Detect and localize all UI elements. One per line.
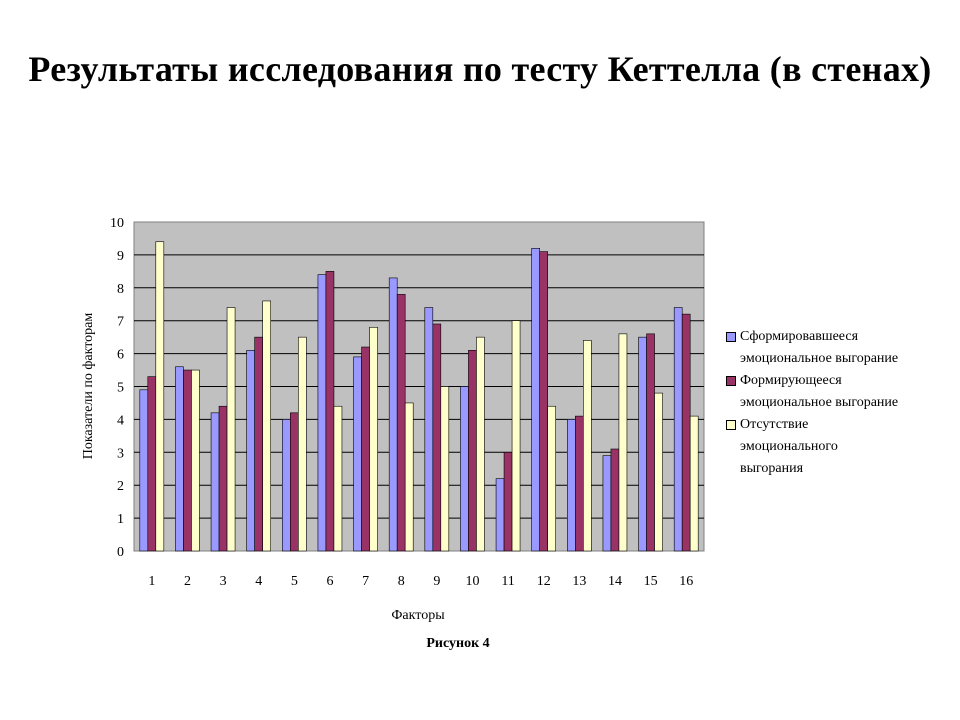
- bar-series-1: [353, 356, 362, 552]
- bar-series-3: [583, 340, 592, 552]
- x-tick-label: 1: [148, 574, 155, 589]
- bar-series-1: [175, 366, 184, 552]
- x-tick-label: 6: [326, 574, 333, 589]
- legend-swatch-formed: [726, 332, 736, 342]
- x-tick-label: 15: [644, 574, 658, 589]
- bar-series-1: [495, 478, 505, 552]
- bar-series-2: [575, 415, 584, 552]
- bar-series-3: [618, 333, 628, 552]
- bar-series-2: [396, 294, 406, 552]
- bar-series-2: [325, 271, 335, 552]
- y-tick-label: 3: [117, 446, 124, 461]
- x-axis-title: Факторы: [391, 608, 445, 623]
- bar-series-1: [602, 455, 612, 552]
- bar-series-1: [388, 277, 398, 552]
- legend-item-formed: Сформировавшееся эмоциональное выгорание: [724, 326, 899, 370]
- bar-series-1: [567, 419, 576, 552]
- bar-series-1: [673, 307, 683, 552]
- bar-series-3: [191, 369, 200, 552]
- bar-series-3: [547, 405, 556, 552]
- legend-label-forming: Формирующееся эмоциональное выгорание: [740, 373, 899, 410]
- x-tick-label: 8: [398, 574, 405, 589]
- slide-title: Результаты исследования по тесту Кеттелл…: [28, 49, 932, 89]
- y-tick-label: 9: [117, 249, 124, 264]
- legend-label-formed: Сформировавшееся эмоциональное выгорание: [740, 329, 899, 366]
- bar-series-3: [226, 307, 236, 552]
- y-tick-label: 8: [117, 282, 124, 297]
- bar-series-1: [638, 336, 647, 552]
- figure-caption: Рисунок 4: [426, 636, 490, 651]
- y-tick-label: 5: [117, 381, 124, 396]
- bar-series-1: [317, 274, 327, 552]
- bar-series-2: [681, 313, 691, 552]
- bar-series-2: [218, 405, 228, 552]
- y-tick-label: 0: [117, 545, 124, 560]
- bar-series-3: [298, 336, 307, 552]
- y-tick-label: 4: [117, 413, 124, 428]
- x-tick-label: 12: [537, 574, 551, 589]
- bar-series-3: [262, 300, 271, 552]
- bars: [139, 241, 699, 552]
- bar-series-3: [404, 402, 414, 552]
- y-tick-label: 10: [110, 216, 124, 231]
- x-tick-label: 9: [433, 574, 440, 589]
- y-tick-label: 7: [117, 315, 124, 330]
- x-tick-label: 14: [608, 574, 622, 589]
- bar-series-2: [646, 333, 655, 552]
- bar-series-1: [282, 419, 291, 552]
- bar-series-1: [246, 350, 255, 552]
- bar-series-1: [460, 386, 469, 552]
- bar-series-2: [503, 451, 513, 552]
- bar-series-3: [689, 415, 699, 552]
- legend-swatch-absent: [726, 420, 736, 430]
- bar-series-2: [254, 336, 263, 552]
- x-tick-label: 2: [184, 574, 191, 589]
- bar-series-1: [424, 307, 434, 552]
- bar-series-2: [539, 251, 548, 552]
- legend-item-absent: Отсутствие эмоционального выгорания: [724, 414, 899, 480]
- bar-series-3: [511, 320, 521, 552]
- bar-series-2: [147, 376, 157, 552]
- legend-label-absent: Отсутствие эмоционального выгорания: [740, 417, 838, 476]
- chart-legend: Сформировавшееся эмоциональное выгорание…: [724, 326, 899, 480]
- bar-series-3: [155, 241, 165, 552]
- bar-series-3: [333, 405, 343, 552]
- y-tick-label: 6: [117, 348, 124, 363]
- bar-series-2: [290, 412, 299, 552]
- bar-series-2: [361, 346, 370, 552]
- y-axis-title: Показатели по факторам: [81, 313, 96, 460]
- x-tick-label: 11: [501, 574, 514, 589]
- x-tick-label: 10: [465, 574, 479, 589]
- legend-swatch-forming: [726, 376, 736, 386]
- x-tick-label: 16: [679, 574, 693, 589]
- bar-series-3: [654, 392, 663, 552]
- bar-series-2: [610, 448, 620, 552]
- bar-series-2: [468, 350, 477, 552]
- y-tick-label: 1: [117, 512, 124, 527]
- x-tick-label: 13: [572, 574, 586, 589]
- bar-series-3: [440, 386, 450, 552]
- bar-series-3: [476, 336, 485, 552]
- bar-series-2: [183, 369, 192, 552]
- bar-series-1: [210, 412, 220, 552]
- bar-series-1: [531, 248, 540, 552]
- x-tick-label: 3: [220, 574, 227, 589]
- bar-series-3: [369, 326, 378, 552]
- x-tick-label: 7: [362, 574, 369, 589]
- y-tick-label: 2: [117, 479, 124, 494]
- x-tick-label: 5: [291, 574, 298, 589]
- bar-series-1: [139, 389, 149, 552]
- bar-series-2: [432, 323, 442, 552]
- x-tick-label: 4: [255, 574, 262, 589]
- legend-item-forming: Формирующееся эмоциональное выгорание: [724, 370, 899, 414]
